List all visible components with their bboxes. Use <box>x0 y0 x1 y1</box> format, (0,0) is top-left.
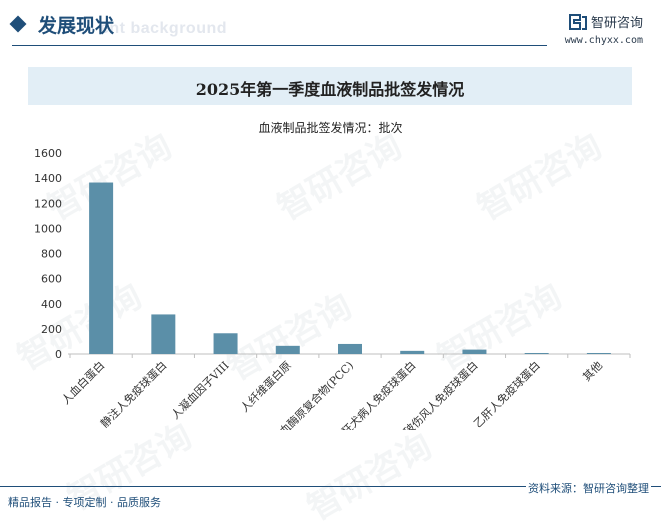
chart-title-box: 2025年第一季度血液制品批签发情况 <box>28 67 632 105</box>
chart-subtitle: 血液制品批签发情况：批次 <box>258 121 403 135</box>
background-ghost-text: ent background <box>100 20 228 37</box>
source-note: 资料来源：智研咨询整理 <box>526 478 651 498</box>
y-tick-label: 400 <box>41 298 62 311</box>
diamond-icon <box>9 15 27 33</box>
bar <box>151 314 176 354</box>
brand-logo-icon <box>568 13 587 30</box>
bar <box>400 350 425 354</box>
y-tick-label: 1000 <box>34 222 62 235</box>
x-tick-label: 人凝血因子VIII <box>168 358 232 422</box>
y-tick-label: 800 <box>41 248 62 261</box>
y-tick-label: 200 <box>41 323 62 336</box>
footer-divider <box>0 486 661 487</box>
y-tick-label: 1600 <box>34 147 62 160</box>
bar-chart: 0 200 400 600 800 1000 1200 1400 1600 人血白蛋白静注人免疫球… <box>34 147 631 430</box>
bar <box>89 182 114 354</box>
watermark-text: 智研咨询 <box>300 426 439 529</box>
brand-url: www.chyxx.com <box>564 35 643 46</box>
brand: 智研咨询 www.chyxx.com <box>565 12 643 46</box>
bar <box>524 352 549 354</box>
bar <box>275 345 300 354</box>
brand-name: 智研咨询 <box>590 16 643 31</box>
section-title: 发展现状 <box>38 15 115 37</box>
y-tick-label: 1200 <box>34 197 62 210</box>
y-tick-label: 1400 <box>34 172 62 185</box>
bar <box>213 333 238 354</box>
x-tick-label: 其他 <box>580 359 605 384</box>
bar <box>586 352 611 354</box>
chart-title: 2025年第一季度血液制品批签发情况 <box>195 80 465 99</box>
x-tick-label: 人纤维蛋白原 <box>237 358 294 415</box>
x-tick-label: 乙肝人免疫球蛋白 <box>471 358 543 430</box>
x-tick-label: 人血白蛋白 <box>58 358 107 407</box>
header-divider <box>12 45 547 46</box>
x-tick-label: 静注人免疫球蛋白 <box>97 358 169 430</box>
y-tick-label: 0 <box>55 348 62 361</box>
footer-tagline: 精品报告 · 专项定制 · 品质服务 <box>8 496 161 509</box>
bar <box>462 349 487 354</box>
bar <box>338 343 362 354</box>
header: ent background 发展现状 智研咨询 www.chyxx.com <box>0 0 661 56</box>
y-tick-label: 600 <box>41 273 62 286</box>
